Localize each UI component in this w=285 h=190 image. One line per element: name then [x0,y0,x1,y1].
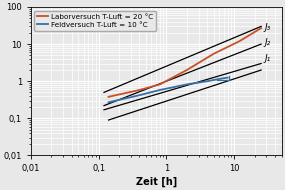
X-axis label: Zeit [h]: Zeit [h] [136,176,177,187]
Text: J₃: J₃ [264,23,271,32]
Legend: Laborversuch T-Luft = 20 °C, Feldversuch T-Luft = 10 °C: Laborversuch T-Luft = 20 °C, Feldversuch… [34,11,156,31]
Text: J₁: J₁ [264,54,271,63]
Text: J₂: J₂ [264,38,271,47]
